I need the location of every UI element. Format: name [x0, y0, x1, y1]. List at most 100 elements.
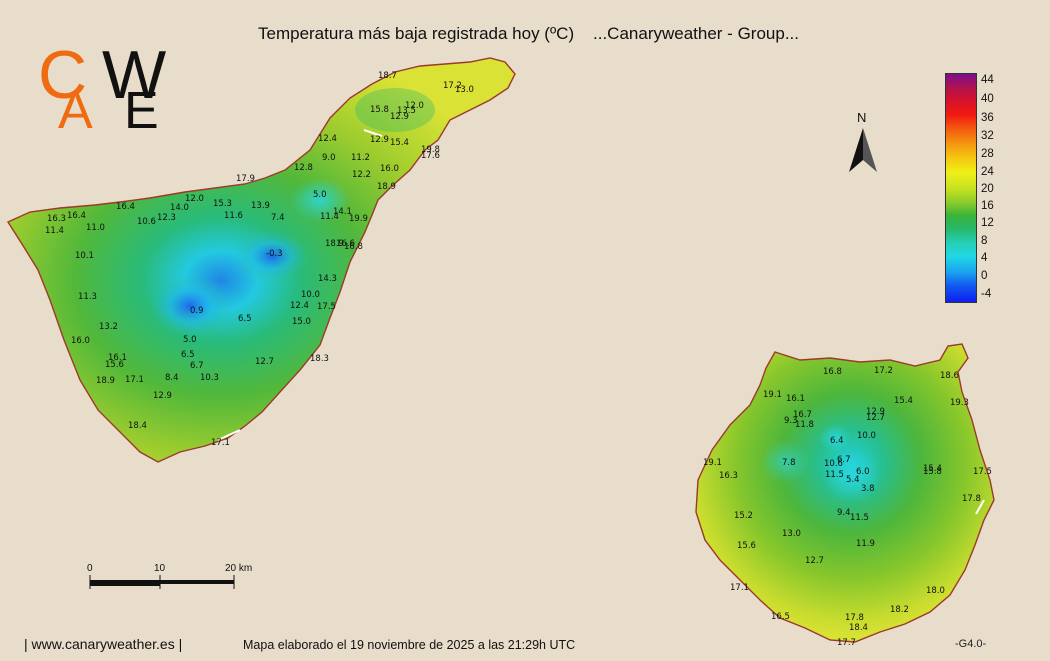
tenerife-station-36: 18.9 — [325, 239, 344, 249]
website-link[interactable]: | www.canaryweather.es | — [24, 636, 183, 652]
tenerife-station-16: 12.2 — [352, 170, 371, 180]
legend-label: 40 — [981, 93, 994, 105]
gran-canaria-station-14: 19.1 — [703, 458, 722, 468]
tenerife-station-12: 9.0 — [322, 153, 336, 163]
gran-canaria-station-33: 12.7 — [805, 556, 824, 566]
tenerife-station-1: 17.2 — [443, 81, 462, 91]
tenerife-station-0: 18.7 — [378, 71, 397, 81]
tenerife-station-44: 12.4 — [290, 301, 309, 311]
gran-canaria-station-36: 18.2 — [890, 605, 909, 615]
tenerife-station-3: 12.0 — [405, 101, 424, 111]
gran-canaria-station-17: 6.7 — [837, 455, 851, 465]
tenerife-station-19: 5.0 — [313, 190, 327, 200]
tenerife-station-56: 12.7 — [255, 357, 274, 367]
gran-canaria-station-2: 18.6 — [940, 371, 959, 381]
gran-canaria-station-30: 13.0 — [782, 529, 801, 539]
legend-label: 8 — [981, 235, 988, 247]
tenerife-station-11: 17.6 — [421, 151, 440, 161]
gran-canaria-station-27: 15.2 — [734, 511, 753, 521]
gran-canaria-station-23: 17.5 — [973, 467, 992, 477]
scale-label-0: 0 — [87, 563, 93, 574]
gran-canaria-station-12: 6.4 — [830, 436, 844, 446]
tenerife-station-58: 18.9 — [96, 376, 115, 386]
tenerife-station-10: 19.8 — [421, 145, 440, 155]
tenerife-station-2: 13.0 — [455, 85, 474, 95]
tenerife-station-32: 16.3 — [47, 214, 66, 224]
gran-canaria-station-37: 16.5 — [771, 612, 790, 622]
scale-label-20: 20 km — [225, 563, 253, 574]
tenerife-station-40: 10.1 — [75, 251, 94, 261]
legend-label: 36 — [981, 112, 994, 124]
legend-label: 32 — [981, 130, 994, 142]
tenerife-station-51: 16.0 — [71, 336, 90, 346]
gran-canaria-station-29: 11.5 — [850, 513, 869, 523]
cold-zone-izana — [290, 178, 350, 222]
svg-text:C: C — [38, 38, 87, 113]
tenerife-station-42: 11.3 — [78, 292, 97, 302]
gran-canaria-station-18: 15.4 — [923, 464, 942, 474]
legend-label: 0 — [981, 270, 988, 282]
tenerife-station-5: 13.5 — [397, 106, 416, 116]
gran-canaria-station-10: 11.8 — [795, 420, 814, 430]
canaryweather-logo[interactable]: C A W E — [38, 37, 178, 140]
tenerife-station-15: 12.8 — [294, 163, 313, 173]
north-label: N — [857, 110, 867, 125]
legend-label: 28 — [981, 148, 994, 160]
tenerife-station-4: 15.8 — [370, 105, 389, 115]
gran-canaria-station-11: 12.7 — [866, 413, 885, 423]
tenerife-station-30: 14.1 — [333, 207, 352, 217]
cold-zone-canadas — [148, 274, 232, 338]
tenerife-station-35: 11.0 — [86, 223, 105, 233]
gran-canaria-station-31: 15.6 — [737, 541, 756, 551]
svg-text:E: E — [124, 82, 159, 134]
tenerife-station-43: 10.0 — [301, 290, 320, 300]
svg-text:W: W — [102, 38, 166, 113]
tenerife-station-33: 16.4 — [67, 211, 86, 221]
tenerife-station-47: 6.5 — [238, 314, 252, 324]
tenerife-station-labels: 18.717.213.012.015.8 13.512.912.4 12.9 15.4… — [45, 71, 474, 448]
tenerife-station-34: 11.4 — [45, 226, 64, 236]
svg-text:A: A — [58, 82, 93, 134]
tenerife-station-13: 11.2 — [351, 153, 370, 163]
legend-label: 4 — [981, 252, 988, 264]
legend-label: 24 — [981, 166, 994, 178]
tenerife-station-24: 16.4 — [116, 202, 135, 212]
tenerife-station-27: 11.6 — [224, 211, 243, 221]
gran-canaria-station-25: 3.8 — [861, 484, 875, 494]
legend-label: 44 — [981, 74, 994, 86]
tenerife-station-37: 16.6 — [336, 239, 355, 249]
gran-canaria-station-39: 18.4 — [849, 623, 868, 633]
gran-canaria-station-35: 18.0 — [926, 586, 945, 596]
tenerife-station-28: 7.4 — [271, 213, 285, 223]
tenerife-station-22: 15.3 — [213, 199, 232, 209]
gran-canaria-station-24: 5.4 — [846, 475, 860, 485]
tenerife-station-38: 16.8 — [344, 242, 363, 252]
gran-canaria-station-4: 16.1 — [786, 394, 805, 404]
tenerife-station-8: 12.9 — [370, 135, 389, 145]
tenerife-station-63: 18.4 — [128, 421, 147, 431]
gran-canaria-station-9: 9.3 — [784, 416, 798, 426]
tenerife-station-52: 16.1 — [108, 353, 127, 363]
gran-canaria-station-0: 16.8 — [823, 367, 842, 377]
tenerife-station-60: 8.4 — [165, 373, 179, 383]
tenerife-station-29: 11.4 — [320, 212, 339, 222]
tenerife-station-49: 13.2 — [99, 322, 118, 332]
tenerife-station-50: 5.0 — [183, 335, 197, 345]
tenerife-station-9: 15.4 — [390, 138, 409, 148]
scale-bar — [89, 575, 235, 589]
tenerife-station-53: 6.5 — [181, 350, 195, 360]
cold-zone-teide-peak — [234, 230, 310, 282]
north-arrow-icon — [849, 128, 877, 172]
gran-canaria-station-16: 10.6 — [824, 459, 843, 469]
gran-canaria-station-34: 17.1 — [730, 583, 749, 593]
tenerife-station-39: -0.3 — [266, 249, 283, 259]
gran-canaria-station-20: 11.5 — [825, 470, 844, 480]
gran-canaria-station-26: 17.8 — [962, 494, 981, 504]
legend-label: 12 — [981, 217, 994, 229]
map-title: Temperatura más baja registrada hoy (ºC)… — [258, 24, 799, 43]
gran-canaria-station-19: 16.3 — [719, 471, 738, 481]
gran-canaria-station-6: 19.3 — [950, 398, 969, 408]
tenerife-station-6: 12.9 — [390, 112, 409, 122]
gran-canaria-station-1: 17.2 — [874, 366, 893, 376]
